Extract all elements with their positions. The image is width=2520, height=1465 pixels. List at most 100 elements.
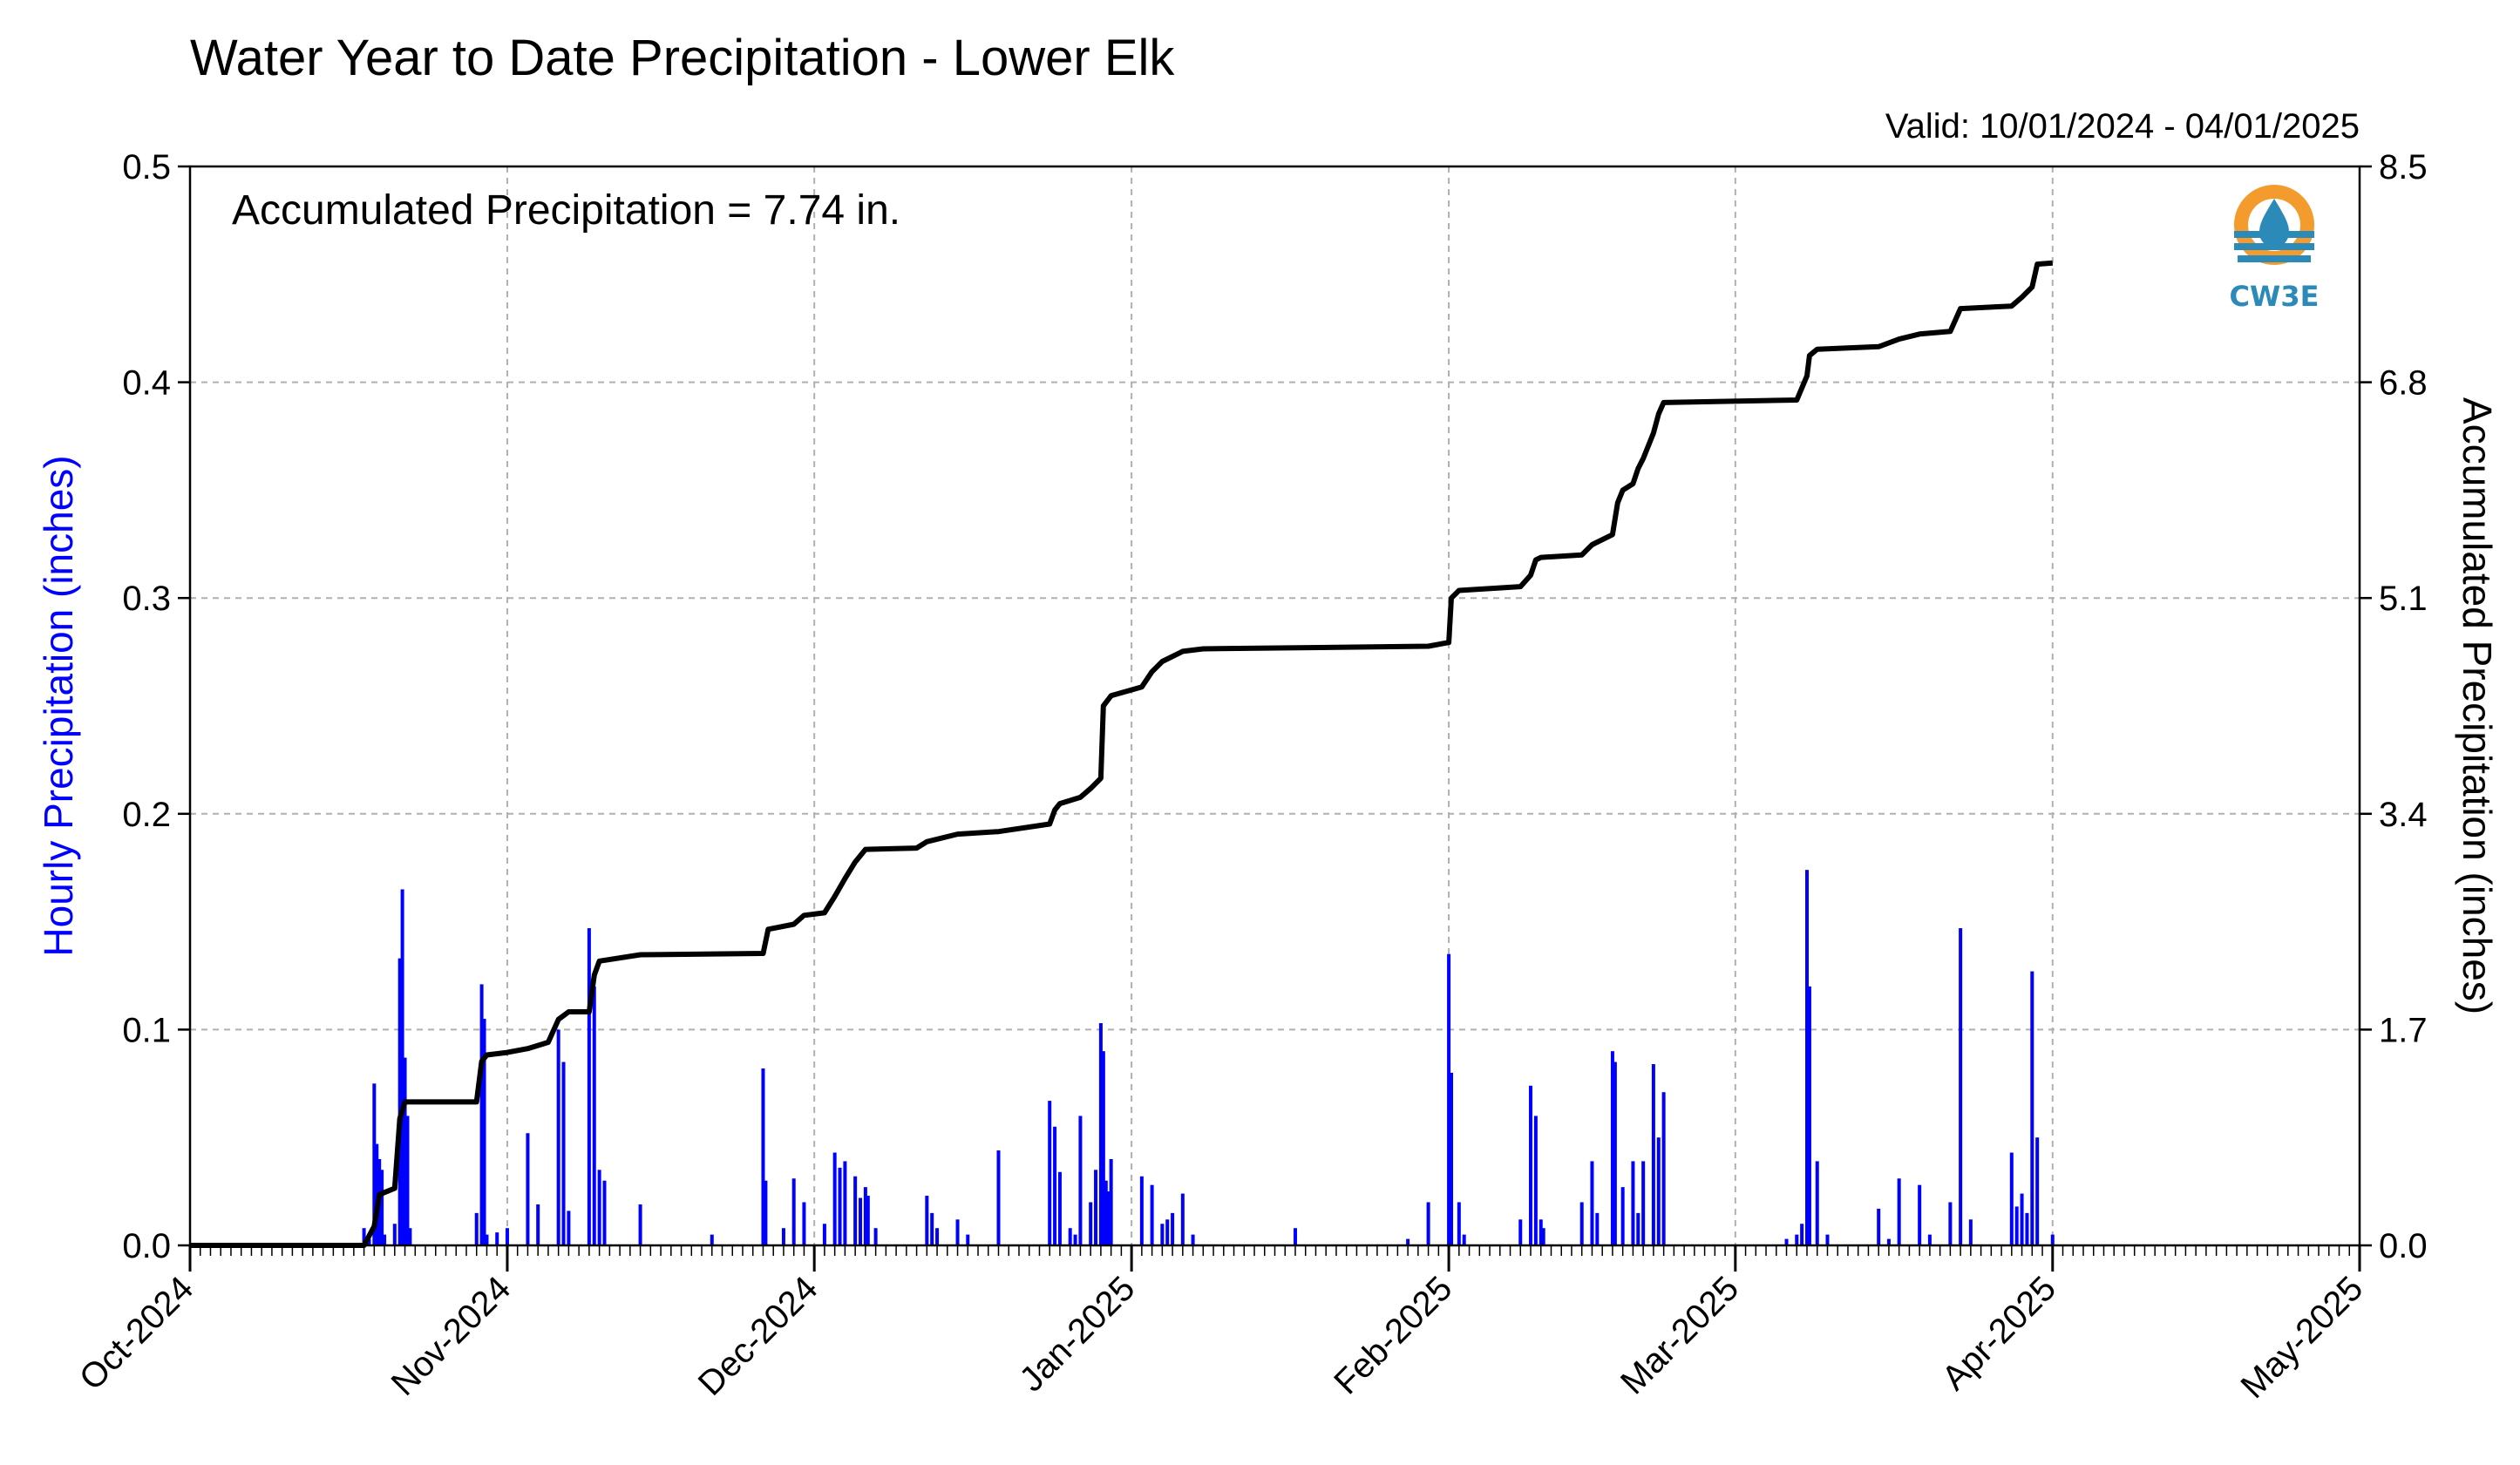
hourly-bar (1098, 1022, 1103, 1245)
hourly-bar (761, 1068, 765, 1245)
hourly-bar (397, 958, 402, 1245)
hourly-bar (925, 1196, 929, 1245)
hourly-bar (482, 1019, 486, 1245)
hourly-bar (362, 1228, 366, 1245)
hourly-bar (2035, 1137, 2040, 1245)
gridlines (190, 166, 2360, 1245)
hourly-bar (1641, 1161, 1646, 1245)
hourly-bar (556, 1029, 560, 1245)
hourly-bar (1595, 1212, 1600, 1245)
x-tick-label: Feb-2025 (1327, 1269, 1459, 1401)
x-tick-label: Mar-2025 (1613, 1269, 1746, 1401)
hourly-bar (853, 1176, 858, 1245)
hourly-bar (1094, 1170, 1098, 1245)
hourly-bar (1661, 1092, 1666, 1245)
x-tick-label: Jan-2025 (1012, 1269, 1142, 1399)
hourly-bar (1959, 928, 1963, 1245)
logo-wave-icon (2238, 255, 2311, 262)
hourly-bar (1165, 1219, 1170, 1245)
hourly-bar (408, 1228, 412, 1245)
hourly-bar (1590, 1161, 1594, 1245)
hourly-bar (930, 1212, 934, 1245)
accumulated-annotation: Accumulated Precipitation = 7.74 in. (232, 187, 900, 234)
hourly-bar (400, 889, 404, 1245)
logo-text: CW3E (2230, 280, 2320, 313)
hourly-bar (474, 1212, 479, 1245)
hourly-bar (367, 1238, 371, 1245)
hourly-bar (1636, 1212, 1640, 1245)
hourly-bar (1101, 1051, 1105, 1245)
hourly-bar (2014, 1206, 2019, 1245)
hourly-bar (1538, 1219, 1543, 1245)
hourly-bar (838, 1167, 842, 1245)
hourly-bar (781, 1228, 785, 1245)
cw3e-logo: CW3E (2230, 185, 2320, 313)
x-tick-label: Apr-2025 (1935, 1269, 2063, 1397)
hourly-bar (587, 928, 591, 1245)
hourly-bar (710, 1234, 714, 1245)
hourly-bar (1948, 1202, 1953, 1245)
hourly-bar (863, 1187, 867, 1245)
hourly-bar (1800, 1224, 1804, 1245)
hourly-bar (832, 1152, 837, 1245)
y-left-tick-label: 0.5 (122, 148, 171, 187)
hourly-bar (791, 1178, 796, 1245)
y-left-tick-label: 0.3 (122, 580, 171, 618)
hourly-bar (1651, 1064, 1655, 1245)
hourly-bar (1450, 1072, 1454, 1245)
hourly-bar (403, 1057, 407, 1245)
hourly-bar (1968, 1219, 1973, 1245)
hourly-bar (1160, 1224, 1165, 1245)
valid-date-range: Valid: 10/01/2024 - 04/01/2025 (1885, 107, 2360, 146)
hourly-bar (866, 1196, 870, 1245)
hourly-bar (1620, 1187, 1625, 1245)
hourly-bar (485, 1234, 489, 1245)
hourly-bar (1180, 1193, 1185, 1245)
x-tick-label: Nov-2024 (384, 1269, 519, 1403)
hourly-bar (1073, 1234, 1077, 1245)
hourly-bar (1057, 1171, 1062, 1245)
hourly-bar (822, 1224, 826, 1245)
hourly-bar (966, 1234, 970, 1245)
y-right-tick-label: 8.5 (2379, 148, 2428, 187)
y-left-tick-label: 0.0 (122, 1227, 171, 1265)
x-axis: Oct-2024 Nov-2024 Dec-2024 Jan-2025 Feb-2025… (72, 1245, 2370, 1406)
hourly-bar (405, 1116, 410, 1245)
hourly-bar (2009, 1152, 2014, 1245)
y-left-tick-label: 0.4 (122, 364, 171, 403)
hourly-bar (1048, 1101, 1052, 1245)
hourly-bar (1825, 1234, 1830, 1245)
x-tick-label: May-2025 (2233, 1269, 2370, 1406)
hourly-bar (1613, 1061, 1617, 1245)
hourly-bar (1918, 1184, 1922, 1245)
hourly-bar (1877, 1208, 1881, 1245)
y-left-tick-label: 0.2 (122, 796, 171, 834)
hourly-bar (873, 1228, 878, 1245)
hourly-bar (479, 984, 484, 1245)
hourly-bar (380, 1170, 384, 1245)
hourly-bar (1139, 1176, 1144, 1245)
hourly-bar (1631, 1161, 1635, 1245)
hourly-bar (2050, 1234, 2055, 1245)
hourly-bar (1927, 1234, 1932, 1245)
plot-frame (188, 165, 2361, 1247)
y-right-tick-label: 0.0 (2379, 1227, 2428, 1265)
accumulated-line (190, 260, 2054, 1248)
hourly-bar (536, 1204, 540, 1245)
y-left-tick-label: 0.1 (122, 1011, 171, 1049)
y-right-tick-label: 5.1 (2379, 580, 2428, 618)
hourly-bar (859, 1197, 863, 1245)
hourly-bar (602, 1180, 607, 1245)
hourly-bar (1068, 1228, 1072, 1245)
hourly-bar (996, 1150, 1001, 1245)
hourly-bar (1610, 1051, 1614, 1245)
hourly-bar (1579, 1202, 1584, 1245)
hourly-bar (802, 1202, 806, 1245)
hourly-bar (383, 1234, 387, 1245)
hourly-bar (1447, 953, 1451, 1245)
hourly-bar (1529, 1085, 1533, 1245)
hourly-bar (1293, 1228, 1297, 1245)
y-right-tick-label: 6.8 (2379, 364, 2428, 403)
hourly-bar (1807, 986, 1811, 1245)
